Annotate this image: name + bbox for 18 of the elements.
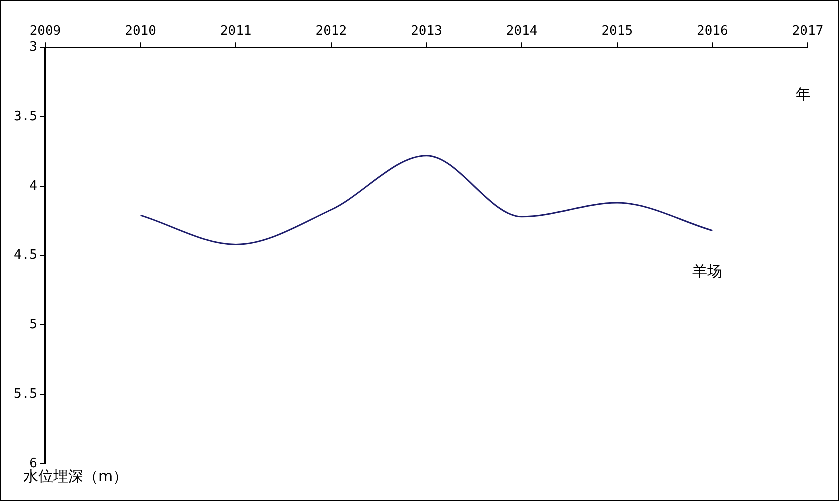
x-tick-label: 2010 (125, 24, 156, 40)
y-tick-label: 5.5 (14, 386, 38, 402)
x-tick-label: 2011 (220, 24, 252, 40)
text: 羊场 (692, 262, 723, 281)
y-tick-label: 4 (30, 178, 38, 194)
x-tick-label: 2009 (30, 24, 62, 40)
x-tick-label: 2012 (316, 24, 348, 40)
y-tick-label: 3.5 (14, 109, 38, 124)
x-tick-label: 2017 (792, 24, 824, 40)
x-tick-label: 2015 (602, 24, 634, 40)
line-series (140, 155, 714, 246)
x-tick-label: 2013 (411, 24, 442, 40)
y-tick-label: 5 (30, 318, 38, 333)
x-tick-label: 2014 (506, 24, 538, 40)
y-tick-label: 3 (30, 40, 38, 55)
x-tick-label: 2016 (697, 24, 728, 40)
x-axis-title: 年 (796, 85, 811, 104)
y-tick-label: 4.5 (14, 248, 38, 264)
